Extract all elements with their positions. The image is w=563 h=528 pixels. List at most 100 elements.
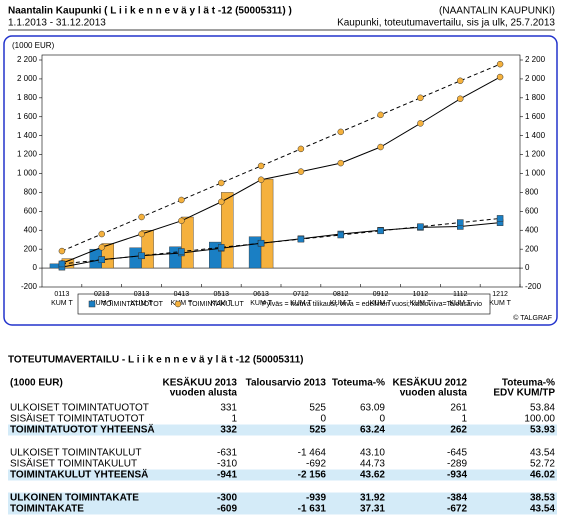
marker [98, 256, 105, 264]
y2-tick-label: -200 [525, 282, 542, 291]
table-header: KESÄKUU 2012 [393, 376, 468, 389]
y-axis-label: (1000 EUR) [12, 41, 55, 50]
x-tick-label: 0712 [293, 291, 309, 298]
header-title: Naantalin Kaupunki ( L i i k e n n e v ä… [8, 6, 292, 17]
row-highlight [8, 492, 557, 504]
y-tick-label: -200 [21, 282, 38, 291]
y-tick-label: 1 200 [17, 150, 38, 159]
x-tick-label: KUM T [171, 300, 193, 307]
table-header: KESÄKUU 2013 [163, 376, 238, 389]
table-cell: -692 [306, 459, 326, 470]
y2-tick-label: 200 [525, 244, 539, 253]
line [61, 76, 501, 264]
table-cell: 0 [320, 414, 326, 425]
marker [496, 73, 504, 81]
row-highlight [8, 469, 557, 481]
table-cell: 43.10 [360, 448, 385, 459]
table-cell: -2 156 [298, 470, 327, 481]
x-tick-label: KUM T [410, 300, 432, 307]
marker [257, 239, 265, 247]
legend-label: TOIMINTATUOTOT [102, 301, 164, 308]
y-tick-label: 600 [24, 206, 38, 215]
y-tick-label: 200 [24, 244, 38, 253]
table-cell: 43.62 [360, 470, 385, 481]
x-tick-label: KUM T [489, 300, 511, 307]
marker [457, 95, 464, 103]
table-cell: 37.31 [360, 504, 385, 515]
chart-frame [3, 35, 558, 326]
table-cell: ULKOINEN TOIMINTAKATE [10, 493, 139, 504]
marker [337, 231, 344, 239]
table-cell: 31.92 [360, 493, 385, 504]
y2-tick-label: 1 800 [525, 93, 546, 102]
marker [58, 247, 66, 255]
table-cell: SISÄISET TOIMINTAKULUT [10, 458, 137, 470]
table-header: Toteuma-% [332, 378, 385, 389]
y-tick-label: 800 [24, 188, 38, 197]
x-tick-label: 0213 [94, 291, 110, 298]
table-cell: 331 [220, 403, 237, 414]
marker [457, 77, 464, 85]
x-tick-label: 0812 [333, 291, 349, 298]
table-cell: ULKOISET TOIMINTAKULUT [10, 448, 142, 459]
table-cell: 261 [450, 403, 467, 414]
marker [138, 252, 145, 259]
legend-label: TOIMINTAKULUT [188, 301, 244, 308]
marker [257, 162, 265, 170]
x-tick-label: KUM T [51, 300, 73, 307]
table-cell: -645 [447, 448, 467, 459]
x-tick-label: 1212 [492, 291, 508, 298]
table-header: EDV KUM/TP [493, 388, 555, 399]
table-cell: TOIMINTAKULUT YHTEENSÄ [10, 468, 148, 481]
table-cell: -672 [447, 504, 467, 515]
marker [98, 230, 105, 238]
y2-tick-label: 1 400 [525, 131, 546, 140]
bar [181, 216, 194, 269]
x-tick-label: KUM T [449, 300, 471, 307]
table-cell: -1 464 [298, 448, 327, 459]
table-header: Toteuma-% [502, 378, 555, 389]
table-cell: 43.54 [530, 448, 555, 459]
table-cell: 100.00 [524, 414, 555, 425]
table-cell: 525 [309, 403, 326, 414]
table-header: Talousarvio 2013 [246, 378, 327, 389]
x-tick-label: KUM T [290, 300, 312, 307]
x-tick-label: KUM T [131, 300, 153, 307]
marker [218, 179, 225, 187]
marker [58, 260, 66, 268]
header-period: 1.1.2013 - 31.12.2013 [8, 18, 106, 29]
x-tick-label: 0113 [54, 291, 69, 298]
x-tick-label: 0912 [373, 291, 389, 298]
y2-tick-label: 2 200 [525, 55, 546, 64]
marker [257, 176, 265, 183]
marker [297, 145, 305, 153]
credit: © TALGRAF [513, 314, 552, 322]
y2-tick-label: 1 000 [525, 169, 546, 178]
y-tick-label: 2 000 [17, 74, 38, 83]
x-tick-label: 0513 [213, 291, 229, 298]
table-cell: 44.73 [360, 459, 385, 470]
bar [260, 178, 274, 269]
line [61, 222, 501, 268]
table-cell: 332 [220, 425, 237, 436]
marker [297, 235, 305, 243]
marker [377, 227, 384, 235]
table-cell: TOIMINTATUOTOT YHTEENSÄ [10, 423, 155, 436]
table-title: TOTEUTUMAVERTAILU - L i i k e n n e v ä … [8, 355, 303, 366]
legend-note: Pylväs = kuluva tilikausi; viiva = edell… [262, 301, 482, 308]
table-header: vuoden alusta [170, 388, 238, 399]
marker [377, 111, 384, 119]
x-tick-label: KUM T [210, 300, 232, 307]
marker [337, 128, 344, 136]
header-organization: (NAANTALIN KAUPUNKI) [439, 6, 555, 17]
y2-tick-label: 1 200 [525, 150, 546, 159]
table-cell: 53.84 [530, 403, 555, 414]
x-tick-label: 0313 [134, 291, 150, 298]
y2-tick-label: 400 [525, 225, 539, 234]
y-tick-label: 1 000 [17, 169, 38, 178]
y-tick-label: 1 600 [17, 112, 38, 121]
y2-tick-label: 800 [525, 188, 539, 197]
marker [377, 143, 384, 151]
marker [417, 94, 424, 102]
